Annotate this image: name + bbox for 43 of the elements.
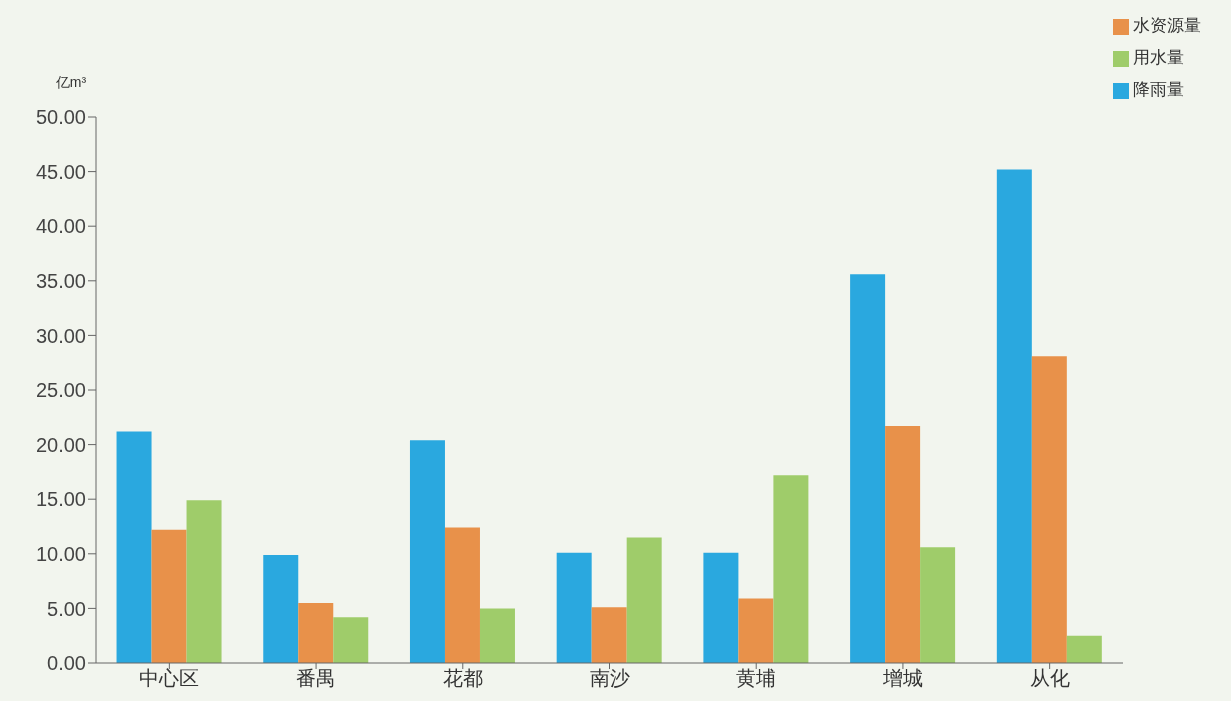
bar <box>996 169 1032 663</box>
bar <box>591 607 627 663</box>
bar <box>151 529 187 663</box>
y-tick-label: 10.00 <box>35 542 86 565</box>
bar <box>1031 356 1067 663</box>
x-tick-label: 黄埔 <box>736 667 777 690</box>
bar <box>409 440 445 663</box>
bar <box>885 426 921 663</box>
bar <box>920 547 956 663</box>
bar <box>333 617 369 663</box>
bar <box>850 274 886 663</box>
x-tick-label: 南沙 <box>589 667 630 690</box>
legend-label: 用水量 <box>1133 48 1184 67</box>
y-tick-label: 50.00 <box>35 106 86 129</box>
y-tick-label: 45.00 <box>35 160 86 183</box>
x-tick-label: 从化 <box>1029 667 1070 690</box>
legend-label: 降雨量 <box>1133 80 1184 99</box>
y-tick-label: 25.00 <box>35 379 86 402</box>
y-tick-label: 20.00 <box>35 433 86 456</box>
y-tick-label: 35.00 <box>35 269 86 292</box>
bar <box>773 475 809 663</box>
bar <box>298 602 334 663</box>
legend-label: 水资源量 <box>1133 16 1201 35</box>
x-tick-label: 番禺 <box>296 667 337 690</box>
y-tick-label: 5.00 <box>47 597 86 620</box>
bar <box>444 527 480 663</box>
y-tick-label: 30.00 <box>35 324 86 347</box>
bar <box>626 537 662 663</box>
x-tick-label: 中心区 <box>139 667 200 690</box>
y-tick-label: 15.00 <box>35 488 86 511</box>
x-tick-label: 增城 <box>881 667 923 690</box>
bar <box>479 608 515 663</box>
bar <box>263 554 299 663</box>
bar <box>738 598 774 663</box>
bar <box>703 552 739 663</box>
x-tick-label: 花都 <box>442 667 483 690</box>
bar <box>556 552 592 663</box>
y-tick-label: 0.00 <box>47 652 86 675</box>
bar <box>116 431 152 663</box>
y-tick-label: 40.00 <box>35 215 86 238</box>
bar <box>1066 635 1102 663</box>
bar <box>186 500 222 663</box>
y-axis-title: 亿m³ <box>54 74 87 90</box>
